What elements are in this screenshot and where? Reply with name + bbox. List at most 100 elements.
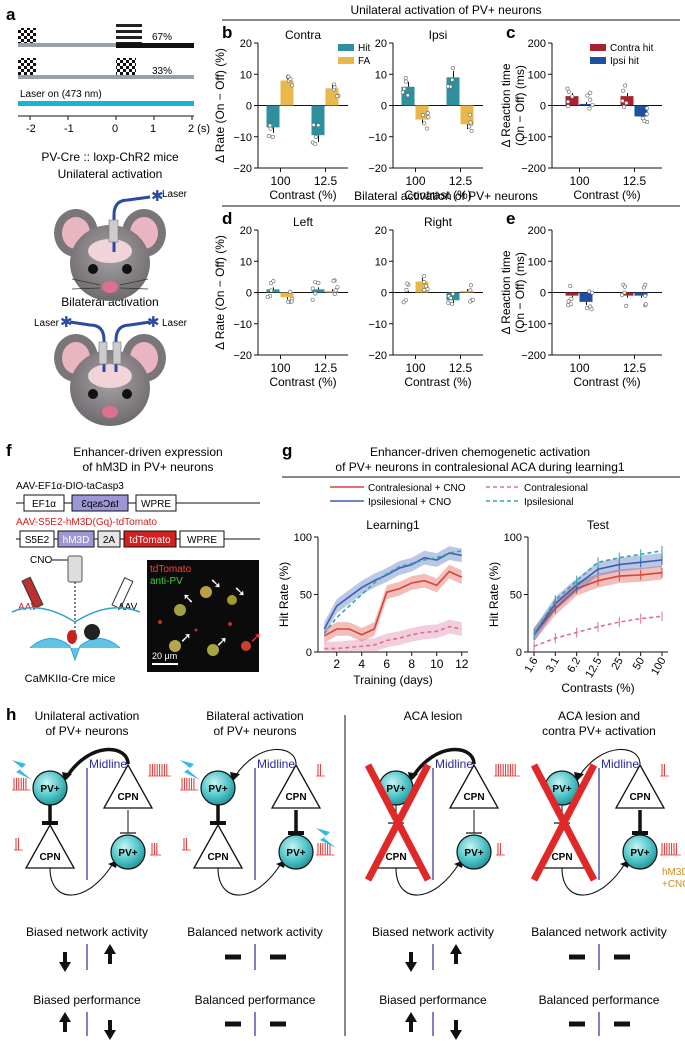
g-legend: Contralesional + CNO Contralesional Ipsi… <box>330 483 588 508</box>
y-tick-label: 0 <box>381 288 387 300</box>
balanced-dash <box>614 1021 630 1027</box>
data-point <box>566 303 571 308</box>
cpn-label: CPN <box>117 792 138 803</box>
y-tick-label: −10 <box>368 319 387 331</box>
y-tick-label: 0 <box>516 647 522 659</box>
y-tick-label: 200 <box>528 225 546 237</box>
legend-contra-cno: Contralesional + CNO <box>368 483 466 494</box>
chart-g-learning: Learning1 100 50 0 Hit Rate (%) 2 4 6 8 10 12 Train… <box>277 518 469 687</box>
x-tick-label: 6 <box>383 657 390 671</box>
callosal-projection-left-to-right <box>49 861 115 896</box>
bar <box>415 281 429 293</box>
bar <box>634 292 648 296</box>
panel-label-b: b <box>222 23 232 42</box>
syringe-left <box>21 576 44 609</box>
panel-label-c: c <box>506 23 515 42</box>
svg-text:➚: ➚ <box>250 629 262 645</box>
svg-text:➘: ➘ <box>182 591 194 607</box>
data-point <box>644 106 649 111</box>
x-tick-label: 25 <box>609 656 626 673</box>
data-point <box>589 307 594 312</box>
bar <box>579 103 593 106</box>
data-point <box>268 126 273 131</box>
midline-label: Midline <box>435 757 473 771</box>
callosal-projection-right-to-left <box>410 747 476 779</box>
data-point <box>268 281 273 286</box>
data-point <box>422 287 427 292</box>
x-tick-label: 100 <box>405 361 425 375</box>
arrow-down-icon <box>450 1030 462 1040</box>
arrow-up-icon <box>405 1012 417 1022</box>
lesion-cross <box>530 763 598 882</box>
injection-red <box>67 630 77 644</box>
pct-bottom: 33% <box>152 66 172 77</box>
x-tick-label: 100 <box>569 361 589 375</box>
data-point <box>332 85 337 90</box>
midline-label: Midline <box>257 757 295 771</box>
y-tick-label: 20 <box>375 225 387 237</box>
cno-label: +CNO <box>662 879 685 890</box>
pv-neuron <box>278 834 314 870</box>
micro-arrows: ➘ ➘ ➘ ➚ ➚ ➚ <box>180 575 262 649</box>
callosal-projection-right-to-left <box>233 748 297 779</box>
x-axis-label: Contrast (%) <box>404 375 471 389</box>
legend-ipsi: Ipsilesional <box>524 497 573 508</box>
ferrule-uni <box>108 219 119 243</box>
x-tick-label: 100 <box>569 174 589 188</box>
time-tick-label: -1 <box>64 123 74 135</box>
x-tick-label: 3.1 <box>544 656 562 675</box>
legend-swatch-hit <box>338 44 354 51</box>
data-point <box>620 292 625 297</box>
y-tick-label: 20 <box>375 38 387 50</box>
y-tick-label: 10 <box>240 256 252 268</box>
x-tick-label: 50 <box>631 656 648 673</box>
bar <box>280 292 294 298</box>
y-axis-label: Δ Rate (On − Off) (%) <box>213 235 227 350</box>
data-point <box>316 280 321 285</box>
x-tick-label: 12.5 <box>449 361 473 375</box>
data-point <box>333 288 338 293</box>
ef1a-label: EF1α <box>32 499 56 510</box>
y-tick-label: −10 <box>368 132 387 144</box>
data-point <box>621 88 626 93</box>
data-point <box>641 285 646 290</box>
pv-label: PV+ <box>286 848 305 859</box>
performance-label: Balanced performance <box>539 993 660 1007</box>
tacasp3-label: taCasp3 <box>81 499 119 510</box>
series-line <box>323 552 462 630</box>
data-point <box>448 295 453 300</box>
data-point <box>313 291 318 296</box>
data-point <box>401 300 406 305</box>
y-tick-label: 0 <box>540 288 546 300</box>
y-tick-label: −100 <box>521 132 546 144</box>
y-tick-label: 0 <box>306 647 312 659</box>
y-tick-label: −20 <box>233 350 252 362</box>
cpn-label: CPN <box>551 852 572 863</box>
aav2-label: AAV-S5E2-hM3D(Gq)-tdTomato <box>16 517 157 528</box>
arrow-down-icon <box>104 1030 116 1040</box>
data-point <box>622 284 627 289</box>
cpn-label: CPN <box>463 792 484 803</box>
h-circuit-3: ACA lesion Midline PV+ CPN CPN PV+ Biased netw… <box>364 709 520 1040</box>
panel-f: f Enhancer-driven expression of hM3D in … <box>6 441 262 685</box>
x-tick-label: 12 <box>455 657 469 671</box>
arrow-up-icon <box>104 944 116 954</box>
data-point <box>446 84 451 89</box>
data-point <box>403 79 408 84</box>
balanced-dash <box>270 954 286 960</box>
wpre-label-2: WPRE <box>187 535 217 546</box>
bar <box>565 292 579 296</box>
wpre-label-1: WPRE <box>141 499 171 510</box>
pv-label: PV+ <box>40 784 59 795</box>
y-tick-label: 10 <box>375 69 387 81</box>
panel-label-d: d <box>222 209 232 228</box>
hm3d-box <box>57 530 95 548</box>
data-point <box>269 288 274 293</box>
data-point <box>288 77 293 82</box>
laser-on-label: Laser on (473 nm) <box>20 89 102 100</box>
y-tick-label: −10 <box>233 319 252 331</box>
checker-stim-1 <box>18 28 36 46</box>
